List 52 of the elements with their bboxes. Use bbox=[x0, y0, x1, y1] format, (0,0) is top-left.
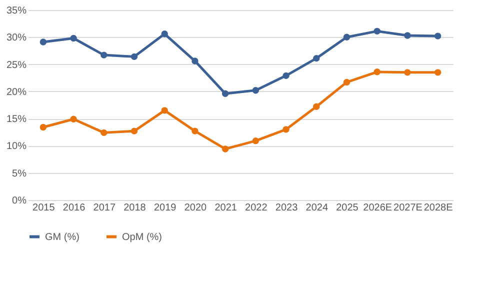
point bbox=[313, 54, 320, 62]
point bbox=[222, 146, 229, 152]
x-tick-label: 2022 bbox=[245, 202, 268, 214]
y-tick-label: 15% bbox=[6, 114, 27, 126]
point bbox=[100, 129, 108, 136]
point bbox=[434, 69, 442, 76]
y-tick-label: 5% bbox=[12, 168, 27, 180]
point bbox=[404, 32, 411, 39]
x-tick-label: 2023 bbox=[275, 202, 298, 214]
legend-label: OpM (%) bbox=[122, 232, 162, 243]
point bbox=[282, 126, 290, 133]
point bbox=[313, 103, 320, 110]
point bbox=[192, 128, 198, 134]
point bbox=[161, 30, 168, 38]
x-tick-label: 2018 bbox=[124, 202, 146, 214]
point bbox=[434, 32, 442, 40]
x-tick-label: 2016 bbox=[62, 202, 86, 214]
point bbox=[252, 86, 260, 94]
y-tick-label: 30% bbox=[6, 32, 27, 44]
point bbox=[404, 69, 411, 76]
y-tick-label: 10% bbox=[6, 141, 27, 152]
x-tick-label: 2020 bbox=[184, 202, 208, 214]
y-tick-label: 35% bbox=[6, 6, 27, 16]
point bbox=[130, 53, 138, 60]
point bbox=[70, 116, 77, 122]
point bbox=[252, 137, 260, 144]
point bbox=[222, 90, 229, 97]
x-tick-label: 2021 bbox=[214, 202, 238, 214]
y-tick-label: 20% bbox=[6, 86, 27, 98]
point bbox=[282, 72, 290, 80]
point bbox=[100, 52, 108, 58]
point bbox=[40, 124, 47, 131]
legend-label: GM (%) bbox=[45, 232, 80, 243]
point bbox=[130, 128, 138, 134]
y-tick-label: 25% bbox=[6, 60, 27, 71]
point bbox=[70, 34, 77, 42]
x-tick-label: 2019 bbox=[154, 202, 177, 214]
x-tick-label: 2026E bbox=[363, 202, 392, 214]
x-tick-label: 2025 bbox=[336, 202, 359, 214]
x-tick-label: 2028E bbox=[424, 202, 454, 214]
point bbox=[343, 78, 350, 86]
x-tick-label: 2017 bbox=[93, 202, 116, 214]
point bbox=[343, 34, 350, 40]
y-tick-label: 0% bbox=[12, 196, 27, 206]
point bbox=[40, 38, 47, 46]
x-tick-label: 2015 bbox=[32, 202, 56, 214]
point bbox=[374, 28, 380, 35]
x-tick-label: 2027E bbox=[394, 202, 423, 214]
point bbox=[161, 107, 168, 114]
point bbox=[192, 58, 198, 64]
point bbox=[374, 68, 380, 76]
x-tick-label: 2024 bbox=[306, 202, 328, 214]
